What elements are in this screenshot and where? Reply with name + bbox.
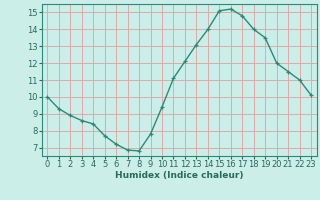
X-axis label: Humidex (Indice chaleur): Humidex (Indice chaleur) [115,171,244,180]
